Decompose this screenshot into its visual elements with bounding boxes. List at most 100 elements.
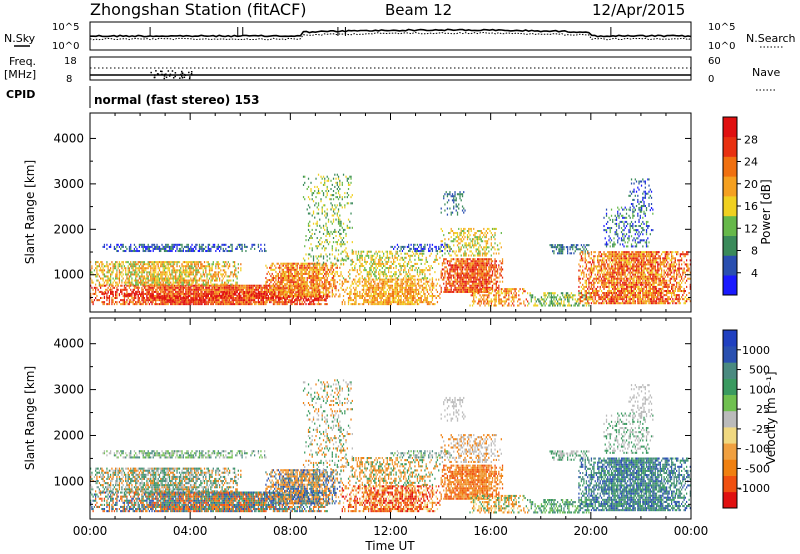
power-cell bbox=[406, 284, 409, 287]
power-cell bbox=[344, 192, 346, 195]
power-cell bbox=[345, 235, 347, 238]
power-cell bbox=[350, 212, 352, 215]
power-cell bbox=[121, 281, 123, 284]
power-cell bbox=[454, 288, 456, 291]
power-cell bbox=[135, 271, 137, 274]
power-cell bbox=[294, 295, 296, 298]
power-cell bbox=[455, 280, 457, 283]
power-cell bbox=[380, 286, 382, 289]
power-cell bbox=[381, 280, 383, 283]
power-cell bbox=[229, 288, 231, 291]
power-cell bbox=[314, 190, 316, 193]
power-cell bbox=[98, 284, 101, 287]
power-cell bbox=[396, 282, 399, 285]
power-cell bbox=[128, 283, 131, 286]
power-cell bbox=[192, 281, 194, 284]
nave-dot bbox=[183, 76, 186, 79]
power-cell bbox=[274, 277, 276, 280]
power-cell bbox=[456, 280, 459, 283]
power-cell bbox=[388, 256, 390, 259]
power-cell bbox=[349, 290, 351, 293]
power-cell bbox=[125, 269, 127, 272]
power-cell bbox=[219, 288, 221, 291]
power-cell bbox=[431, 295, 434, 298]
power-cell bbox=[192, 269, 194, 272]
power-cell bbox=[460, 276, 462, 279]
power-cell bbox=[408, 245, 410, 248]
power-cell bbox=[310, 293, 312, 296]
power-cell bbox=[157, 273, 159, 276]
power-cell bbox=[284, 272, 286, 275]
power-cell bbox=[370, 265, 372, 268]
power-cell bbox=[234, 290, 236, 293]
power-cell bbox=[211, 290, 213, 293]
power-cell bbox=[255, 286, 257, 289]
power-cell bbox=[406, 273, 409, 276]
power-cell bbox=[341, 243, 343, 246]
power-cell bbox=[153, 271, 156, 274]
power-cell bbox=[142, 265, 144, 268]
power-cell bbox=[165, 247, 167, 250]
power-cell bbox=[411, 250, 414, 253]
power-cell bbox=[198, 288, 201, 291]
power-cell bbox=[170, 275, 172, 278]
power-cell bbox=[188, 250, 191, 253]
power-cell bbox=[264, 292, 266, 295]
power-cell bbox=[388, 269, 390, 272]
power-cell bbox=[106, 288, 108, 291]
power-cell bbox=[227, 265, 229, 268]
power-cell bbox=[250, 301, 252, 304]
power-cell bbox=[383, 252, 385, 255]
power-cell bbox=[316, 277, 318, 280]
power-cell bbox=[403, 299, 405, 302]
power-cell bbox=[375, 278, 377, 281]
power-cell bbox=[316, 293, 318, 296]
power-cell bbox=[168, 279, 171, 282]
power-cell bbox=[336, 183, 338, 186]
power-cell bbox=[208, 271, 211, 274]
power-cell bbox=[92, 301, 94, 304]
power-cell bbox=[270, 285, 272, 288]
power-cell bbox=[113, 265, 116, 268]
power-cell bbox=[196, 301, 198, 304]
power-cell bbox=[396, 284, 399, 287]
power-cell bbox=[426, 260, 429, 263]
power-cell bbox=[211, 295, 213, 298]
power-cell bbox=[384, 271, 386, 274]
power-cell bbox=[97, 265, 99, 268]
power-cell bbox=[131, 281, 133, 284]
power-cell bbox=[340, 220, 342, 223]
power-cell bbox=[393, 273, 395, 276]
power-cell bbox=[235, 273, 237, 276]
power-cell bbox=[215, 250, 217, 253]
power-cell bbox=[123, 284, 126, 287]
power-cell bbox=[297, 289, 300, 292]
power-cell bbox=[410, 265, 412, 268]
power-cell bbox=[215, 290, 217, 293]
power-cell bbox=[342, 262, 345, 265]
power-cell bbox=[96, 265, 98, 268]
power-cell bbox=[245, 284, 247, 287]
power-cell bbox=[197, 261, 199, 264]
power-cell bbox=[346, 280, 348, 283]
power-cell bbox=[393, 247, 395, 250]
power-cell bbox=[445, 266, 447, 269]
power-cell bbox=[326, 239, 328, 242]
power-cell bbox=[112, 265, 114, 268]
power-cell bbox=[242, 303, 245, 306]
power-cell bbox=[133, 288, 136, 291]
power-cell bbox=[342, 228, 345, 231]
power-cell bbox=[97, 288, 99, 291]
power-cell bbox=[310, 283, 312, 286]
power-cell bbox=[418, 284, 420, 287]
power-cell bbox=[379, 265, 381, 268]
power-cell bbox=[127, 273, 129, 276]
power-cell bbox=[241, 290, 243, 293]
power-cell bbox=[409, 295, 411, 298]
power-cell bbox=[380, 295, 382, 298]
power-cell bbox=[249, 290, 251, 293]
power-cell bbox=[193, 265, 196, 268]
power-cell bbox=[310, 235, 312, 238]
power-cell bbox=[171, 297, 173, 300]
power-cell bbox=[101, 265, 103, 268]
